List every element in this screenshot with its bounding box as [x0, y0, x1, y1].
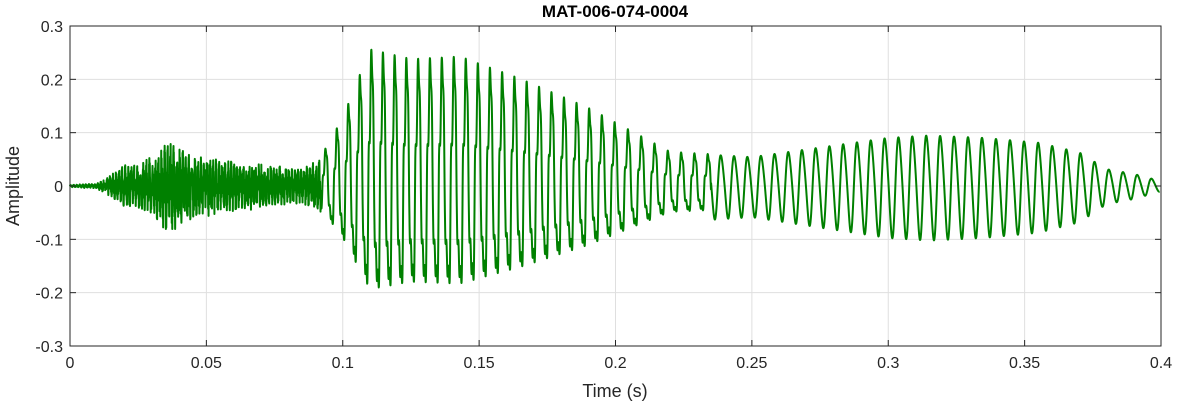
- x-tick-label: 0.25: [736, 355, 767, 372]
- x-tick-label: 0.3: [877, 355, 899, 372]
- x-tick-label: 0.1: [332, 355, 354, 372]
- chart-title: MAT-006-074-0004: [542, 2, 689, 21]
- y-tick-label: 0.3: [41, 19, 63, 36]
- x-tick-label: 0.35: [1009, 355, 1040, 372]
- y-tick-label: -0.2: [35, 286, 63, 303]
- y-tick-label: -0.1: [35, 232, 63, 249]
- signal-line: [69, 48, 1161, 289]
- x-tick-label: 0.4: [1150, 355, 1172, 372]
- x-tick-label: 0.2: [604, 355, 626, 372]
- y-axis: -0.3 -0.2 -0.1 0 0.1 0.2 0.3: [35, 19, 1161, 356]
- x-tick-label: 0.05: [191, 355, 222, 372]
- signal-series: [69, 48, 1161, 289]
- x-axis-label: Time (s): [582, 381, 647, 401]
- y-axis-label: Amplitude: [3, 146, 23, 226]
- y-tick-label: 0.2: [41, 72, 63, 89]
- x-tick-label: 0: [66, 355, 75, 372]
- x-tick-label: 0.15: [464, 355, 495, 372]
- y-tick-label: -0.3: [35, 339, 63, 356]
- x-axis: 0 0.05 0.1 0.15 0.2 0.25 0.3 0.35 0.4: [66, 26, 1172, 372]
- y-tick-label: 0: [54, 179, 63, 196]
- y-tick-label: 0.1: [41, 126, 63, 143]
